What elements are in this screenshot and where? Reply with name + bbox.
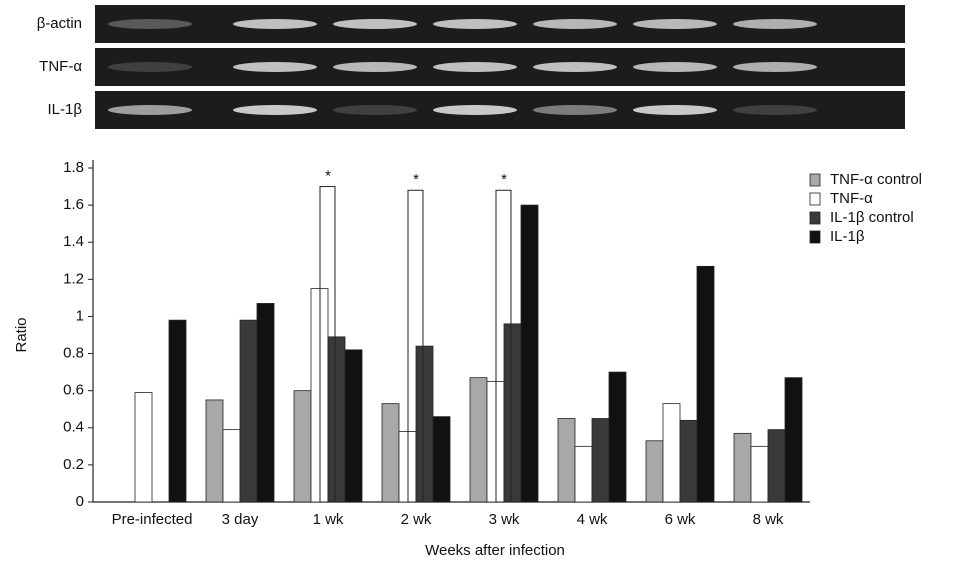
bar [768,430,785,502]
significance-label: * [325,168,331,185]
gel-band [533,19,617,29]
bar [504,324,521,502]
gel-image: β-actin TNF-α IL-1β [37,5,905,129]
y-tick-label: 1.8 [63,159,84,176]
gel-band [233,19,317,29]
bar [433,417,450,502]
gel-band [333,19,417,29]
y-tick-label: 1 [76,307,84,324]
legend-swatch [810,174,820,186]
gel-band [333,105,417,115]
x-tick-label: 6 wk [665,511,696,528]
bar [558,419,575,503]
gel-band [633,19,717,29]
bar [240,320,257,502]
bar [592,419,609,503]
y-tick-label: 1.4 [63,233,84,250]
x-tick-label: 1 wk [313,511,344,528]
y-tick-label: 0 [76,493,84,510]
y-tick-label: 0.2 [63,456,84,473]
bar [416,346,433,502]
bar [328,337,345,502]
bar [697,266,714,502]
legend-label: TNF-α control [830,171,922,188]
bar [169,320,186,502]
y-tick-label: 0.4 [63,419,84,436]
bar [470,378,487,502]
significance-label: * [501,171,507,188]
figure: β-actin TNF-α IL-1β Ratio Weeks after infe… [0,0,958,564]
significance-label: * [413,171,419,188]
gel-band [108,105,192,115]
gel-band [108,19,192,29]
y-tick-label: 0.8 [63,345,84,362]
legend-swatch [810,212,820,224]
bar [609,372,626,502]
gel-band [533,62,617,72]
x-tick-label: 3 day [222,511,259,528]
bar [206,400,223,502]
gel-label: TNF-α [39,58,82,75]
bar [135,393,152,502]
bar [382,404,399,502]
bar [785,378,802,502]
gel-band [108,62,192,72]
bar [680,420,697,502]
bar [751,446,768,502]
x-tick-label: 2 wk [401,511,432,528]
gel-band [533,105,617,115]
legend-swatch [810,193,820,205]
x-tick-label: 4 wk [577,511,608,528]
x-tick-label: 3 wk [489,511,520,528]
bar [223,430,240,502]
gel-band [233,62,317,72]
y-tick-label: 1.6 [63,196,84,213]
x-axis-title: Weeks after infection [425,542,565,559]
bar [646,441,663,502]
gel-band [633,62,717,72]
bar [294,391,311,502]
gel-band [433,62,517,72]
gel-label: β-actin [37,15,82,32]
y-axis-title: Ratio [13,317,30,352]
legend-label: TNF-α [830,190,873,207]
gel-band [633,105,717,115]
gel-band [733,19,817,29]
gel-band [433,105,517,115]
bar [257,303,274,502]
gel-label: IL-1β [48,101,83,118]
gel-band [333,62,417,72]
legend-label: IL-1β control [830,209,914,226]
x-tick-label: Pre-infected [112,511,193,528]
y-tick-label: 1.2 [63,270,84,287]
legend-label: IL-1β [830,228,865,245]
bar [521,205,538,502]
gel-band [733,105,817,115]
bar [575,446,592,502]
y-tick-label: 0.6 [63,382,84,399]
bar [734,433,751,502]
legend-swatch [810,231,820,243]
page: β-actin TNF-α IL-1β Ratio Weeks after infe… [0,0,958,569]
gel-band [733,62,817,72]
bar [663,404,680,502]
gel-band [233,105,317,115]
bar [345,350,362,502]
x-tick-label: 8 wk [753,511,784,528]
gel-band [433,19,517,29]
